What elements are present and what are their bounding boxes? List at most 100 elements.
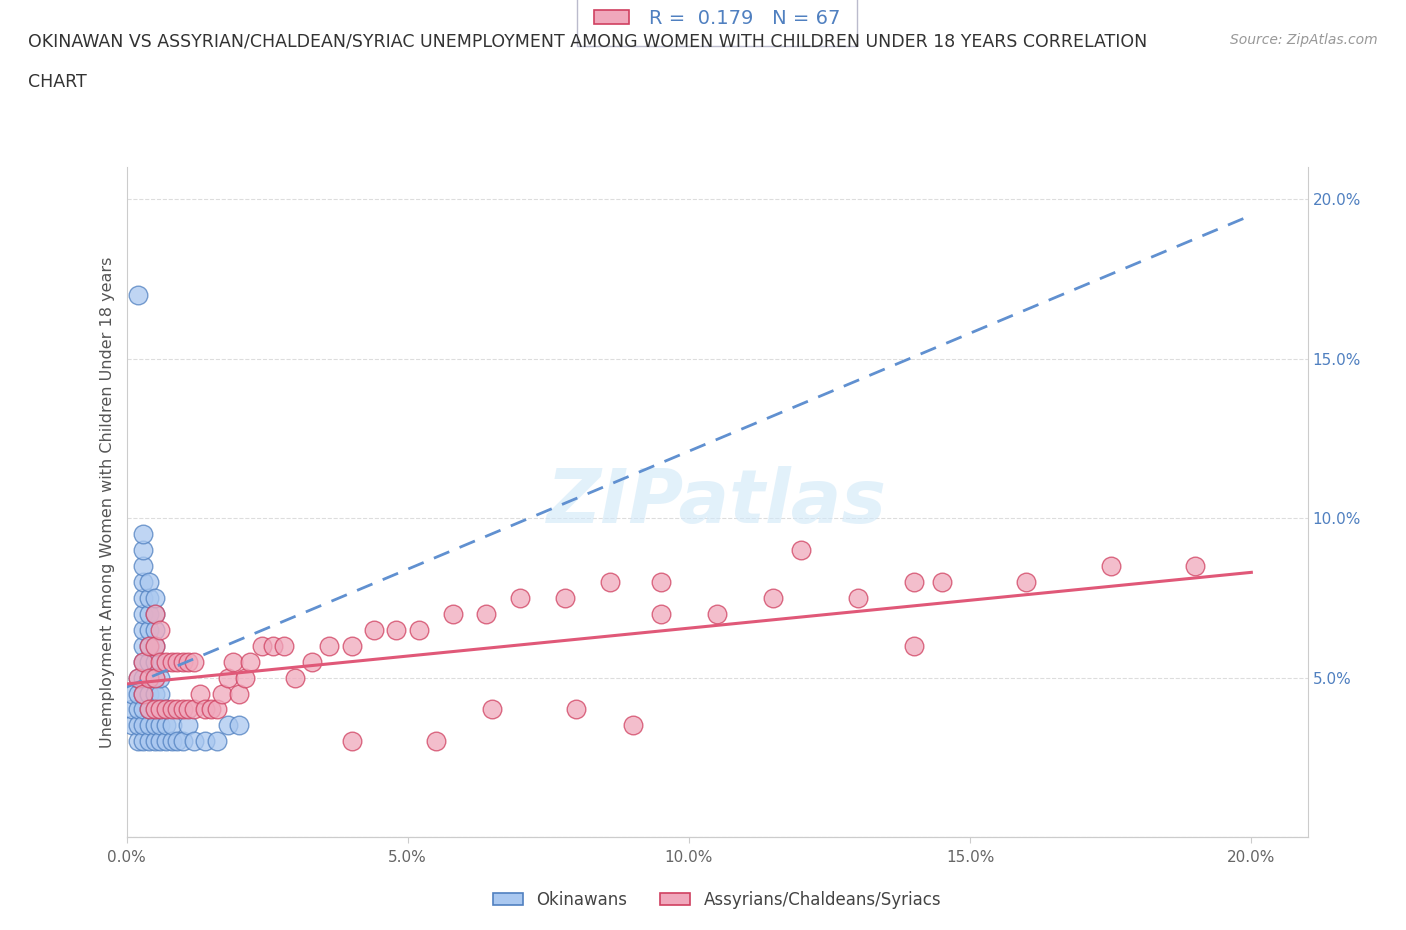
Point (301, 654, 323, 669)
Point (762, 591, 785, 605)
Point (143, 606, 166, 621)
Point (149, 702, 172, 717)
Point (172, 702, 194, 717)
Point (132, 591, 155, 605)
Point (650, 606, 672, 621)
Point (318, 638, 340, 653)
Point (138, 702, 160, 717)
Point (132, 622, 155, 637)
Point (177, 718, 200, 733)
Point (132, 686, 155, 701)
Point (211, 686, 233, 701)
Point (138, 638, 160, 653)
Point (138, 575, 160, 590)
Point (200, 702, 222, 717)
Point (1184, 559, 1206, 574)
Point (177, 654, 200, 669)
Point (222, 654, 245, 669)
Point (143, 734, 166, 749)
Point (132, 671, 155, 685)
Point (132, 638, 155, 653)
Point (903, 638, 925, 653)
Point (166, 702, 188, 717)
Point (228, 686, 250, 701)
Point (475, 606, 498, 621)
Point (160, 734, 183, 749)
Point (340, 638, 363, 653)
Point (621, 718, 644, 733)
Point (132, 559, 155, 574)
Point (143, 638, 166, 653)
Point (1099, 559, 1122, 574)
Point (127, 671, 149, 685)
Point (127, 287, 149, 302)
Point (188, 686, 211, 701)
Point (132, 734, 155, 749)
Point (143, 686, 166, 701)
Point (205, 734, 228, 749)
Point (149, 718, 172, 733)
Point (138, 591, 160, 605)
Point (441, 606, 464, 621)
Point (273, 638, 295, 653)
Point (138, 718, 160, 733)
Point (138, 734, 160, 749)
Text: OKINAWAN VS ASSYRIAN/CHALDEAN/SYRIAC UNEMPLOYMENT AMONG WOMEN WITH CHILDREN UNDE: OKINAWAN VS ASSYRIAN/CHALDEAN/SYRIAC UNE… (28, 33, 1147, 50)
Point (650, 575, 672, 590)
Point (149, 686, 172, 701)
Point (132, 526, 155, 541)
Point (183, 702, 205, 717)
Point (143, 702, 166, 717)
Point (155, 734, 177, 749)
Point (706, 606, 728, 621)
Point (132, 718, 155, 733)
Point (121, 718, 143, 733)
Point (166, 734, 188, 749)
Point (138, 622, 160, 637)
Point (177, 702, 200, 717)
Point (143, 654, 166, 669)
Point (132, 702, 155, 717)
Point (284, 671, 307, 685)
Point (127, 686, 149, 701)
Point (183, 654, 205, 669)
Point (1015, 575, 1038, 590)
Point (385, 622, 408, 637)
Point (127, 734, 149, 749)
Text: ZIPatlas: ZIPatlas (547, 466, 887, 538)
Point (132, 654, 155, 669)
Point (138, 686, 160, 701)
Point (565, 702, 588, 717)
Text: Source: ZipAtlas.com: Source: ZipAtlas.com (1230, 33, 1378, 46)
Point (155, 702, 177, 717)
Point (155, 702, 177, 717)
Text: CHART: CHART (28, 73, 87, 90)
Point (931, 575, 953, 590)
Point (121, 686, 143, 701)
Point (138, 606, 160, 621)
Point (228, 718, 250, 733)
Point (149, 734, 172, 749)
Point (239, 654, 262, 669)
Point (143, 671, 166, 685)
Point (127, 718, 149, 733)
Point (138, 671, 160, 685)
Point (408, 622, 430, 637)
Legend: Okinawans, Assyrians/Chaldeans/Syriacs: Okinawans, Assyrians/Chaldeans/Syriacs (486, 884, 948, 916)
Point (425, 734, 447, 749)
Point (138, 671, 160, 685)
Point (262, 638, 284, 653)
Point (363, 622, 385, 637)
Point (217, 718, 239, 733)
Point (155, 654, 177, 669)
Point (160, 702, 183, 717)
Point (127, 671, 149, 685)
Point (138, 638, 160, 653)
Point (166, 654, 188, 669)
Point (143, 591, 166, 605)
Point (149, 622, 172, 637)
Point (340, 734, 363, 749)
Point (143, 622, 166, 637)
Point (132, 542, 155, 557)
Point (554, 591, 576, 605)
